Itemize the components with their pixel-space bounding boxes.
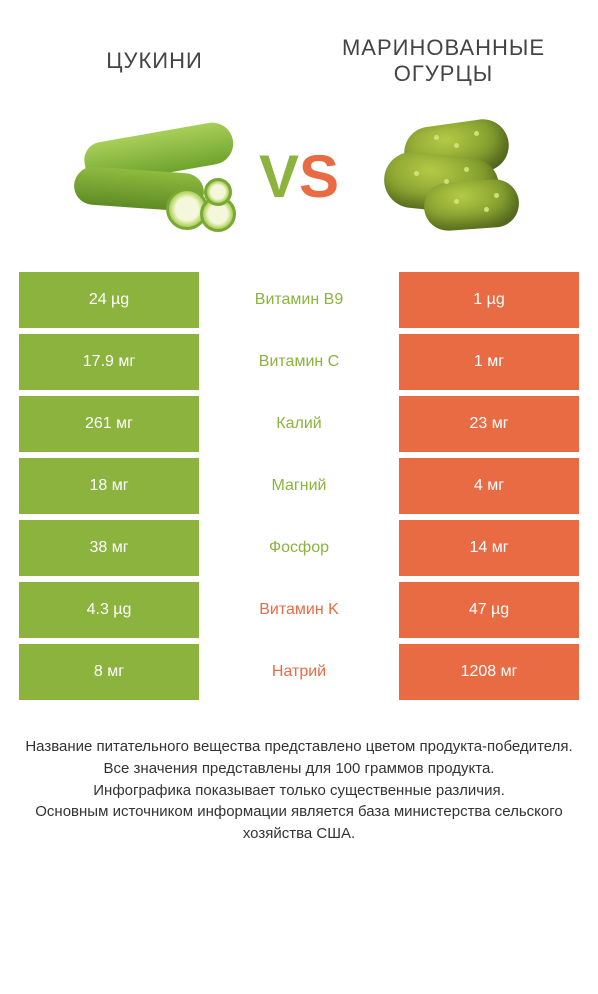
left-value: 17.9 мг (19, 334, 199, 390)
titles-row: ЦУКИНИ МАРИНОВАННЫЕ ОГУРЦЫ (0, 0, 598, 102)
right-value: 23 мг (399, 396, 579, 452)
nutrient-name: Натрий (199, 644, 399, 700)
zucchini-image (69, 112, 249, 242)
footer-notes: Название питательного вещества представл… (0, 706, 598, 865)
nutrient-name: Магний (199, 458, 399, 514)
vs-label: VS (259, 147, 339, 207)
right-value: 47 µg (399, 582, 579, 638)
footer-line: Инфографика показывает только существенн… (20, 780, 578, 802)
right-value: 1208 мг (399, 644, 579, 700)
pickles-image (349, 112, 529, 242)
table-row: 18 мгМагний4 мг (19, 458, 579, 514)
left-value: 4.3 µg (19, 582, 199, 638)
vs-row: VS (0, 102, 598, 272)
vs-v: V (259, 143, 299, 210)
left-value: 8 мг (19, 644, 199, 700)
left-title: ЦУКИНИ (10, 48, 299, 74)
nutrient-name: Витамин C (199, 334, 399, 390)
right-value: 1 µg (399, 272, 579, 328)
left-value: 18 мг (19, 458, 199, 514)
right-value: 4 мг (399, 458, 579, 514)
nutrient-name: Фосфор (199, 520, 399, 576)
footer-line: Все значения представлены для 100 граммо… (20, 758, 578, 780)
nutrient-name: Витамин B9 (199, 272, 399, 328)
table-row: 38 мгФосфор14 мг (19, 520, 579, 576)
footer-line: Основным источником информации является … (20, 801, 578, 845)
table-row: 24 µgВитамин B91 µg (19, 272, 579, 328)
left-value: 38 мг (19, 520, 199, 576)
table-row: 8 мгНатрий1208 мг (19, 644, 579, 700)
table-row: 4.3 µgВитамин K47 µg (19, 582, 579, 638)
vs-s: S (299, 143, 339, 210)
footer-line: Название питательного вещества представл… (20, 736, 578, 758)
table-row: 17.9 мгВитамин C1 мг (19, 334, 579, 390)
left-value: 24 µg (19, 272, 199, 328)
table-row: 261 мгКалий23 мг (19, 396, 579, 452)
nutrient-name: Витамин K (199, 582, 399, 638)
right-value: 1 мг (399, 334, 579, 390)
nutrient-name: Калий (199, 396, 399, 452)
left-value: 261 мг (19, 396, 199, 452)
nutrient-table: 24 µgВитамин B91 µg 17.9 мгВитамин C1 мг 2… (19, 272, 579, 700)
right-title: МАРИНОВАННЫЕ ОГУРЦЫ (299, 35, 588, 87)
right-value: 14 мг (399, 520, 579, 576)
